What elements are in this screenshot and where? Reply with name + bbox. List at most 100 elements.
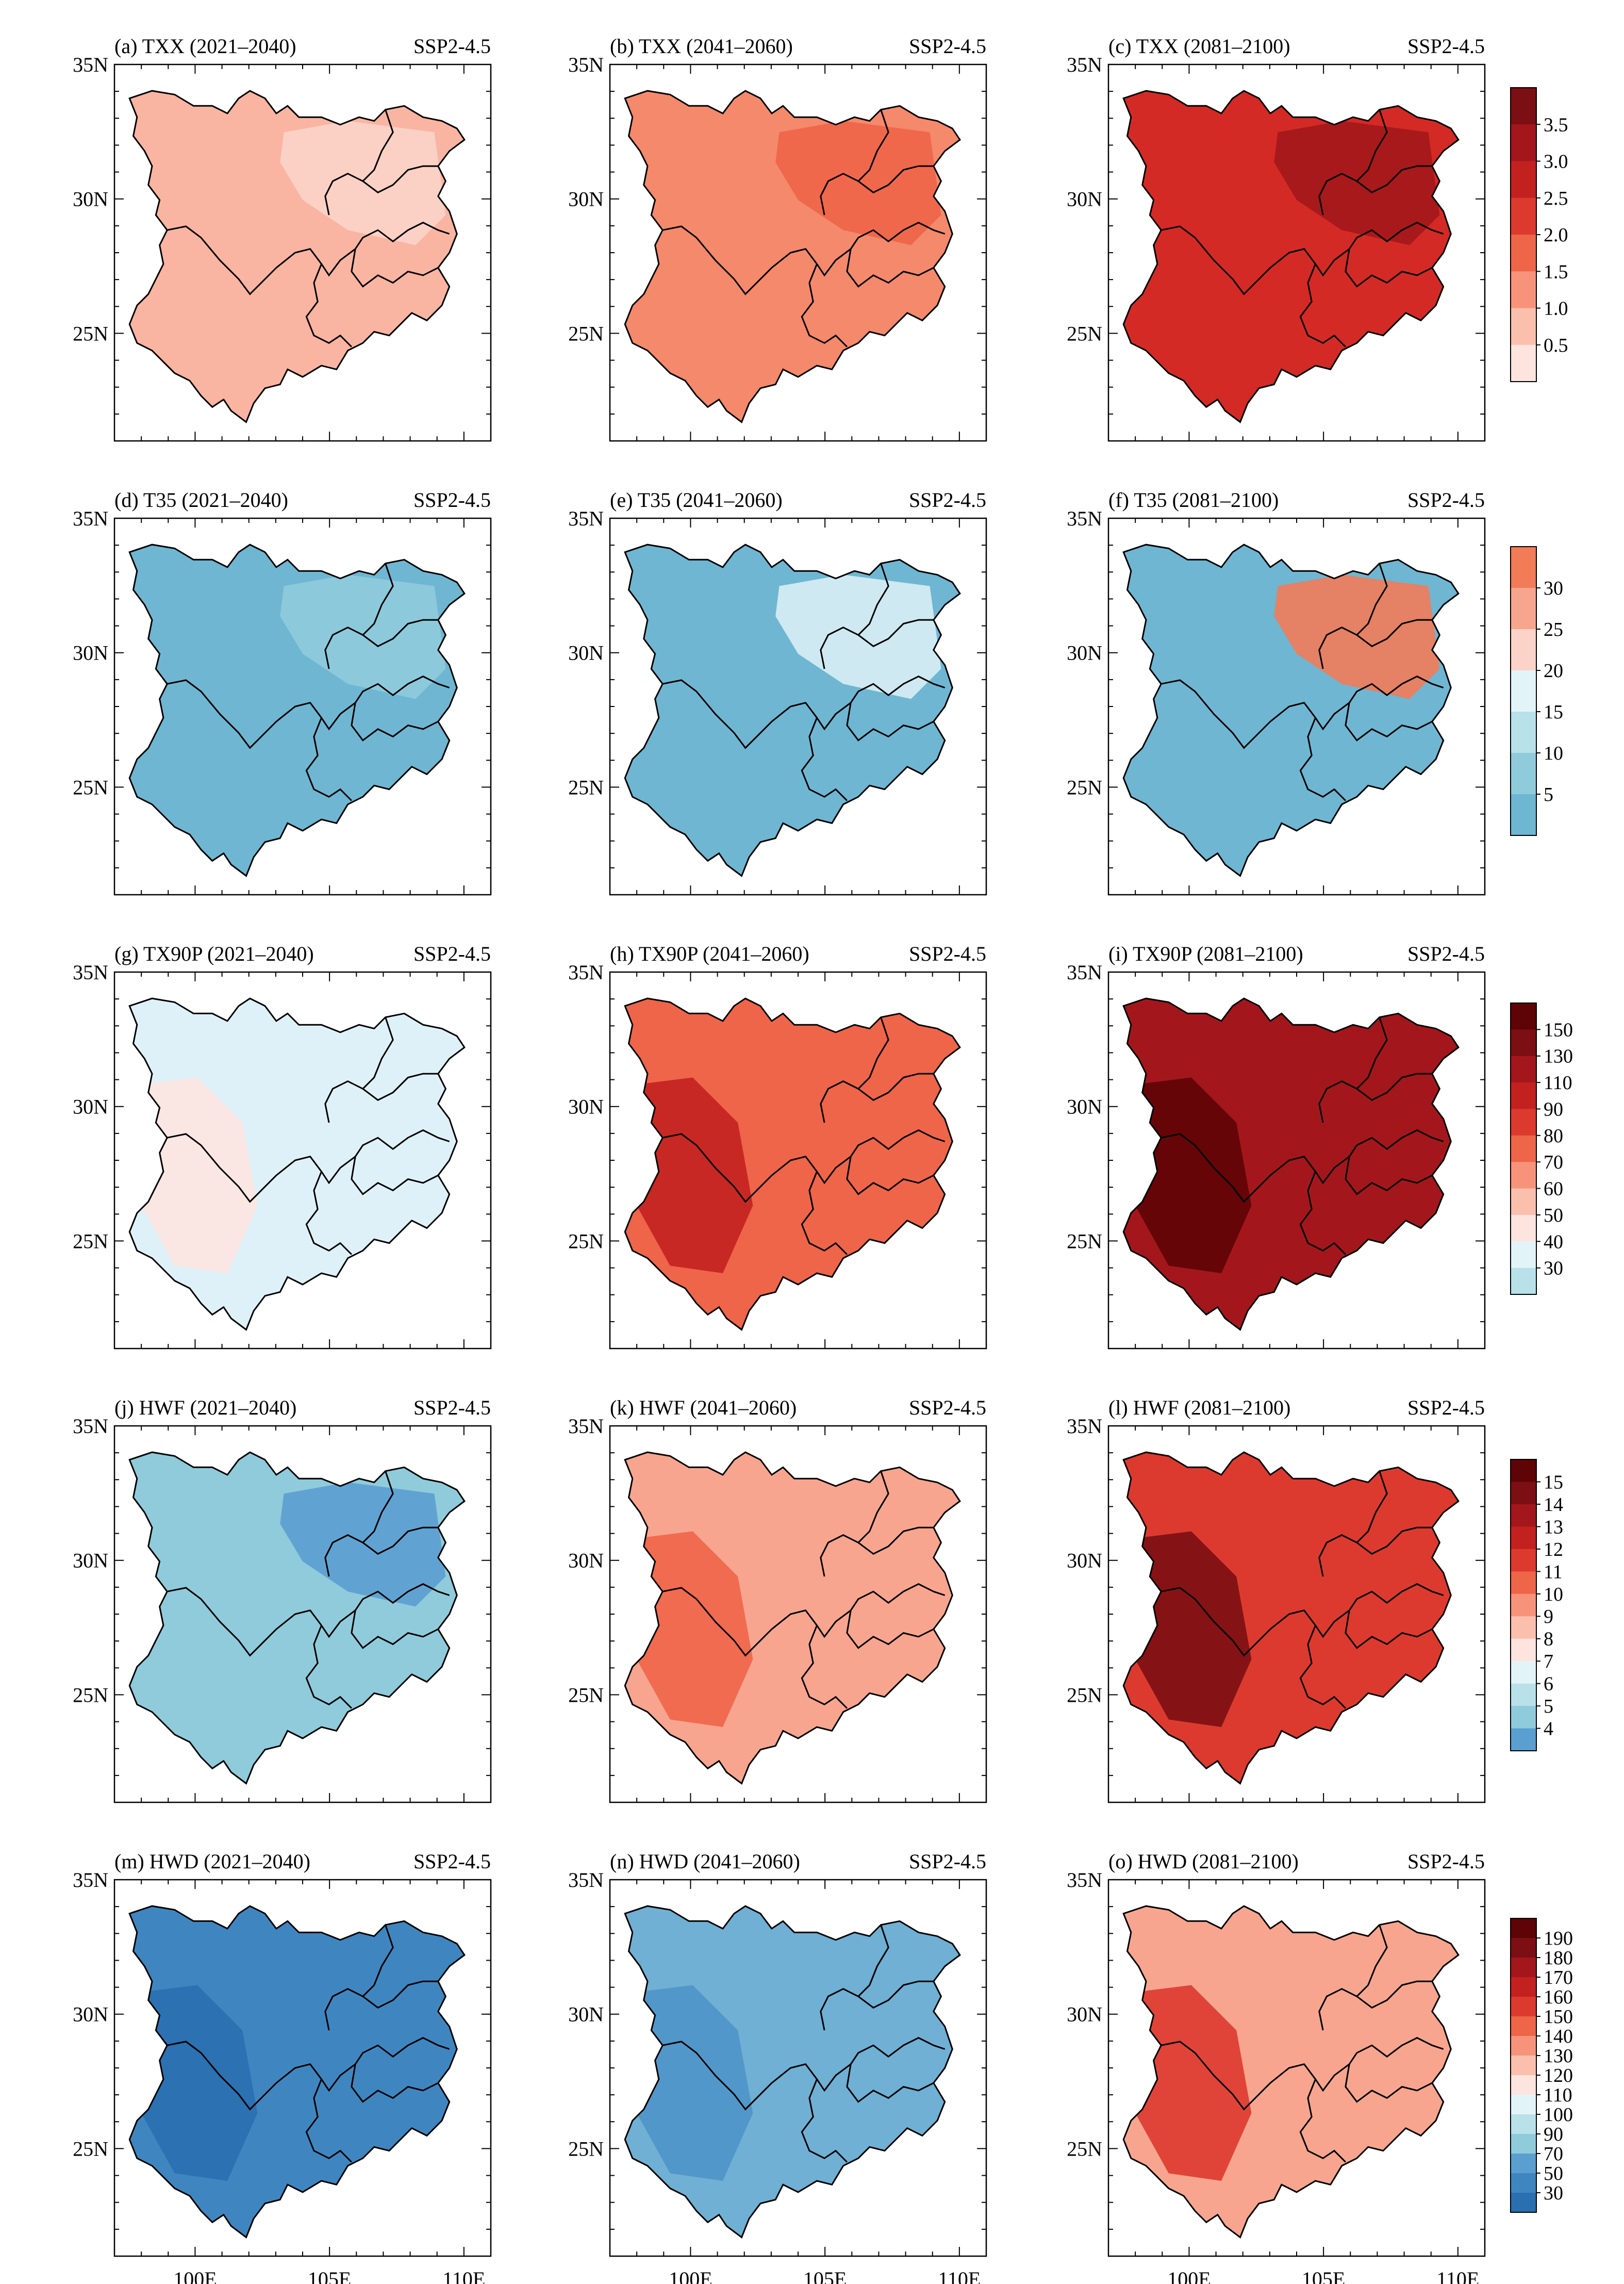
lat-label: 30N bbox=[73, 1549, 108, 1572]
colorbar-label: 30 bbox=[1544, 2182, 1563, 2204]
colorbar-swatch bbox=[1511, 198, 1536, 235]
colorbar-swatch bbox=[1511, 2154, 1536, 2174]
colorbar-swatch bbox=[1511, 1109, 1536, 1136]
colorbar-swatch bbox=[1511, 1728, 1536, 1751]
colorbar-label: 9 bbox=[1544, 1606, 1553, 1628]
map-panel: (e) T35 (2041–2060) SSP2-4.5 35N 30N 25N bbox=[568, 488, 987, 896]
lat-label: 25N bbox=[1067, 776, 1102, 799]
province-border bbox=[362, 1526, 438, 1555]
colorbar-label: 12 bbox=[1544, 1539, 1563, 1560]
colorbar-swatch bbox=[1511, 1683, 1536, 1706]
colorbar-label: 13 bbox=[1544, 1516, 1563, 1538]
lon-label: 100E bbox=[1167, 2267, 1211, 2284]
colorbar-label: 0.5 bbox=[1544, 335, 1568, 356]
colorbar-label: 15 bbox=[1544, 701, 1563, 723]
colorbar-label: 2.0 bbox=[1544, 224, 1568, 246]
scenario-label: SSP2-4.5 bbox=[413, 942, 491, 965]
lat-label: 30N bbox=[73, 188, 108, 211]
map-panel: (n) HWD (2041–2060) SSP2-4.5 35N 30N 25N 100E… bbox=[568, 1850, 987, 2284]
colorbar-swatch bbox=[1511, 1003, 1536, 1030]
province-border bbox=[305, 1625, 352, 1709]
colorbar-swatch bbox=[1511, 88, 1536, 125]
contour-patch bbox=[632, 1985, 753, 2181]
panel-title: (c) TXX (2081–2100) bbox=[1108, 35, 1290, 58]
contour-patch bbox=[1131, 1985, 1252, 2181]
colorbar-swatch bbox=[1511, 124, 1536, 161]
map-panel: (m) HWD (2021–2040) SSP2-4.5 35N 30N 25N 100E… bbox=[73, 1850, 492, 2284]
contour-patch bbox=[1131, 1077, 1252, 1273]
colorbar-swatch bbox=[1511, 1549, 1536, 1572]
colorbar-label: 1.0 bbox=[1544, 298, 1568, 320]
colorbar-label: 170 bbox=[1544, 1967, 1573, 1989]
province-border bbox=[362, 1073, 438, 1101]
lat-label: 25N bbox=[1067, 1229, 1102, 1253]
panel-title: (k) HWF (2041–2060) bbox=[610, 1396, 797, 1419]
colorbar-label: 140 bbox=[1544, 2026, 1573, 2047]
lat-label: 35N bbox=[73, 53, 108, 76]
province-border bbox=[857, 1526, 934, 1555]
province-border bbox=[305, 1171, 352, 1255]
colorbar-swatch bbox=[1511, 2075, 1536, 2095]
province-border bbox=[857, 619, 934, 647]
colorbar-swatch bbox=[1511, 794, 1536, 836]
colorbar-swatch bbox=[1511, 1616, 1536, 1639]
colorbar-swatch bbox=[1511, 1056, 1536, 1083]
province-border bbox=[1356, 1526, 1432, 1555]
colorbar-label: 5 bbox=[1544, 1696, 1553, 1717]
lat-label: 30N bbox=[568, 2003, 604, 2026]
scenario-label: SSP2-4.5 bbox=[413, 35, 491, 58]
contour-patch bbox=[280, 1482, 446, 1607]
region-outline bbox=[624, 544, 961, 877]
lon-label: 105E bbox=[308, 2267, 351, 2284]
contour-patch bbox=[775, 121, 941, 245]
province-border bbox=[362, 619, 438, 647]
colorbar-label: 2.5 bbox=[1544, 188, 1568, 209]
province-border bbox=[1299, 717, 1346, 801]
colorbar-label: 160 bbox=[1544, 1986, 1573, 2008]
scenario-label: SSP2-4.5 bbox=[1407, 1850, 1485, 1873]
lat-label: 30N bbox=[1067, 642, 1102, 665]
lat-label: 30N bbox=[1067, 1095, 1102, 1119]
colorbar-label: 50 bbox=[1544, 2163, 1563, 2184]
colorbar-frame bbox=[1510, 1459, 1537, 1751]
lat-label: 25N bbox=[568, 1229, 604, 1253]
colorbar-label: 70 bbox=[1544, 2143, 1563, 2165]
colorbar-swatch bbox=[1511, 1593, 1536, 1617]
contour-patch bbox=[632, 1531, 753, 1727]
scenario-label: SSP2-4.5 bbox=[1407, 1396, 1485, 1419]
colorbar-swatch bbox=[1511, 2036, 1536, 2056]
province-border bbox=[801, 717, 848, 801]
lat-label: 35N bbox=[568, 53, 604, 76]
colorbar-swatch bbox=[1511, 1029, 1536, 1057]
colorbar-label: 150 bbox=[1544, 1019, 1573, 1041]
colorbar-label: 130 bbox=[1544, 1046, 1573, 1067]
colorbar-label: 50 bbox=[1544, 1205, 1563, 1226]
colorbar-label: 110 bbox=[1544, 1072, 1572, 1094]
lat-label: 25N bbox=[73, 322, 108, 345]
contour-patch bbox=[137, 1077, 258, 1273]
region-outline bbox=[624, 997, 961, 1331]
colorbar-swatch bbox=[1511, 271, 1536, 308]
province-border bbox=[801, 2079, 848, 2163]
colorbar-swatch bbox=[1511, 1214, 1536, 1242]
lat-label: 25N bbox=[568, 322, 604, 345]
lat-label: 35N bbox=[568, 507, 604, 530]
lon-label: 105E bbox=[803, 2267, 847, 2284]
lat-label: 25N bbox=[1067, 322, 1102, 345]
region-outline bbox=[128, 544, 466, 877]
colorbar-label: 5 bbox=[1544, 784, 1553, 806]
colorbar-label: 8 bbox=[1544, 1629, 1553, 1650]
lat-label: 35N bbox=[73, 1415, 108, 1438]
colorbar-swatch bbox=[1511, 2095, 1536, 2115]
scenario-label: SSP2-4.5 bbox=[1407, 488, 1485, 512]
panel-title: (f) T35 (2081–2100) bbox=[1108, 488, 1279, 512]
scenario-label: SSP2-4.5 bbox=[413, 1396, 491, 1419]
colorbar-swatch bbox=[1511, 2016, 1536, 2036]
province-border bbox=[1299, 2079, 1346, 2163]
lat-label: 35N bbox=[568, 1415, 604, 1438]
colorbar-label: 40 bbox=[1544, 1231, 1563, 1253]
colorbar-swatch bbox=[1511, 1918, 1536, 1938]
lat-label: 30N bbox=[568, 1549, 604, 1572]
